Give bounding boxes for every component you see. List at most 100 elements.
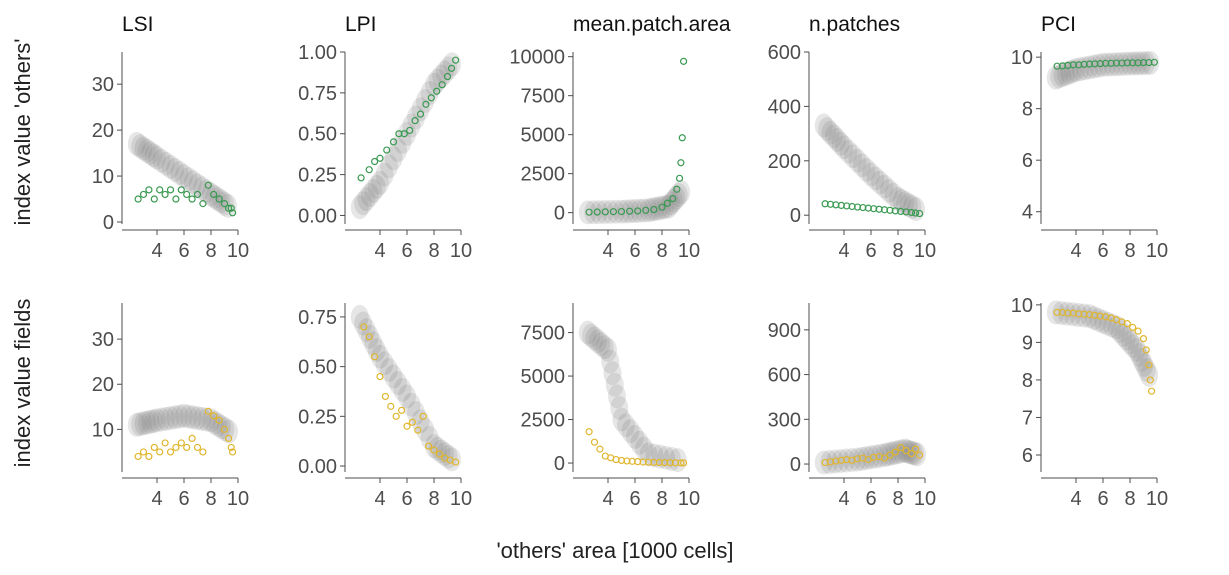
- panel-fields-col4-x-tick-label: 6: [865, 488, 876, 510]
- panel-fields-col5-y-tick-label: 7: [1022, 407, 1033, 429]
- panel-fields-col4-density-blob: [848, 447, 867, 472]
- panel-others-mean-patch-area-density-blob: [642, 197, 661, 222]
- panel-fields-col1-point: [193, 443, 202, 452]
- panel-others-mean-patch-area-density-blob: [621, 199, 640, 224]
- panel-others-lpi-density-blob: [367, 174, 386, 199]
- panel-fields-col3-density-blob: [617, 413, 635, 438]
- panel-fields-col2-density-blob: [416, 417, 434, 442]
- panel-others-n-patches-density-blob: [844, 144, 862, 169]
- panel-fields-col3-density-blob: [605, 372, 624, 397]
- panel-others-lsi-point: [166, 186, 175, 194]
- panel-others-mean-patch-area-density-blob: [584, 200, 603, 225]
- panel-fields-col4-density-blob: [820, 450, 839, 475]
- panel-others-lpi-y-tick-label: 0.50: [298, 124, 337, 146]
- panel-fields-col4-point: [886, 451, 894, 459]
- panel-others-n-patches-density-blob: [866, 166, 885, 191]
- panel-others-mean-patch-area-point: [634, 207, 642, 215]
- panel-fields-col1-density-blob: [205, 410, 224, 435]
- panel-others-mean-patch-area-density-blob: [630, 198, 649, 223]
- panel-others-pci-point: [1150, 58, 1158, 66]
- panel-fields-col4-density: [814, 438, 927, 475]
- panel-others-lsi-point: [161, 190, 169, 199]
- panel-fields-col3-x-tick-label: 10: [678, 488, 700, 510]
- panel-fields-col5-density-blob: [1124, 334, 1143, 359]
- panel-others-lpi-point: [443, 72, 452, 81]
- panel-others-lsi-point: [188, 195, 196, 203]
- panel-fields-col2-y-tick-label: 0.50: [298, 357, 337, 379]
- panel-others-lsi-point: [156, 186, 164, 194]
- panel-others-lsi-point: [172, 195, 180, 203]
- panel-others-lpi-density-blob: [389, 138, 407, 163]
- panel-others-lpi-point: [389, 138, 398, 146]
- panel-fields-col5-density-blob: [1046, 300, 1065, 325]
- panel-others-lpi-density-blob: [360, 183, 379, 208]
- panel-others-lpi-point: [395, 130, 403, 138]
- panel-fields-col2-density-blob: [384, 364, 403, 389]
- panel-fields-col3-y-tick-label: 0: [554, 453, 565, 475]
- panel-others-pci-density-blob: [1063, 59, 1082, 84]
- panel-fields-col5-point: [1146, 376, 1154, 384]
- panel-fields-col5-density-blob: [1094, 309, 1112, 334]
- panel-others-pci-density-blob: [1103, 52, 1121, 77]
- panel-others-lsi-density-blob: [166, 157, 184, 182]
- panel-fields-col2-x-tick-label: 6: [401, 488, 412, 510]
- panel-others-lsi-density-blob: [152, 148, 171, 173]
- panel-others-lpi-point: [422, 100, 430, 108]
- panel-others-n-patches-density-blob: [907, 197, 925, 222]
- panel-others-lpi-x-tick-label: 8: [428, 240, 439, 262]
- panel-fields-col1-density-blob: [148, 408, 166, 433]
- panel-others-lsi-density-blob: [179, 167, 198, 192]
- panel-others-lsi-point: [193, 190, 202, 199]
- panel-fields-col1-point: [204, 407, 212, 415]
- panel-fields-col1-point: [145, 452, 153, 461]
- panel-others-pci-x-tick-label: 4: [1070, 240, 1081, 262]
- panel-fields-col5-y-tick-label: 6: [1022, 445, 1033, 467]
- panel-fields-col2-density-blob: [393, 377, 412, 402]
- panel-others-pci-density-blob: [1050, 64, 1069, 89]
- panel-fields-col3-density-blob: [651, 444, 670, 469]
- panel-others-lpi-point: [452, 56, 460, 64]
- panel-others-lsi-x-tick-label: 4: [151, 240, 162, 262]
- panel-fields-col3-point: [677, 459, 685, 467]
- panel-others-n-patches-density-blob: [821, 120, 840, 145]
- panel-fields-col5-point: [1129, 323, 1137, 331]
- panel-fields-col2-point: [408, 418, 416, 426]
- panel-fields-col1-density-blob: [188, 406, 207, 431]
- panel-fields-col2-density: [350, 304, 461, 472]
- panel-others-lsi-density-blob: [137, 138, 156, 163]
- panel-fields-col1-point: [188, 434, 196, 443]
- panel-others-mean-patch-area-density-blob: [578, 200, 597, 225]
- panel-others-pci-density-blob: [1141, 50, 1160, 75]
- panel-fields-col2: 0.00 0.25 0.50 0.75 4 6 8 10: [298, 303, 472, 510]
- panel-others-n-patches-density-blob: [875, 174, 894, 199]
- panel-fields-col2-density-blob: [402, 392, 421, 417]
- panel-others-mean-patch-area-x-tick-label: 4: [602, 240, 613, 262]
- panel-others-pci-density: [1046, 50, 1160, 90]
- panel-fields-col2-y-tick-label: 0.00: [298, 456, 337, 478]
- panel-others-lpi-point: [383, 146, 391, 154]
- panel-fields-col2-density-blob: [364, 331, 383, 356]
- panel-fields-col5-density-blob: [1074, 303, 1093, 328]
- panel-fields-col5-x-tick-label: 4: [1070, 488, 1081, 510]
- panel-fields-col1-point: [224, 434, 233, 443]
- panel-others-lsi-density-blob: [144, 143, 163, 168]
- panel-fields-col2-density-blob: [420, 425, 439, 450]
- panel-fields-col5-point: [1139, 335, 1148, 343]
- panel-others-lsi-density-blob: [161, 154, 180, 179]
- panel-others-mean-patch-area-density-blob: [595, 200, 614, 225]
- panel-others-lsi-point: [199, 200, 207, 208]
- panel-fields-col4-point: [911, 445, 920, 453]
- panel-fields-col3-density-blob: [612, 407, 631, 432]
- panel-others-lpi-point: [376, 154, 384, 162]
- panel-others-lsi-density-blob: [148, 145, 166, 170]
- panel-others-mean-patch-area-point: [658, 203, 666, 211]
- panel-others-lsi-density-blob: [175, 164, 193, 189]
- panel-fields-col1-density-blob: [152, 407, 171, 432]
- panel-others-lpi-point: [365, 166, 373, 174]
- panel-others-lsi-point: [139, 190, 148, 199]
- panel-fields-col2-density-blob: [350, 304, 369, 329]
- panel-others-lsi-point: [220, 200, 229, 208]
- panel-fields-col3-point: [596, 445, 604, 453]
- panel-others-lsi-point: [145, 186, 153, 194]
